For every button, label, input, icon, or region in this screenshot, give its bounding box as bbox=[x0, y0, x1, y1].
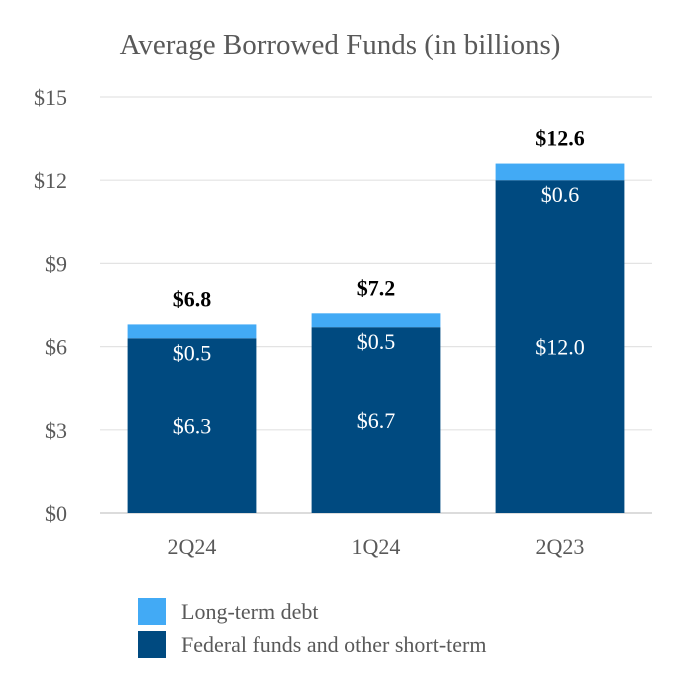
y-axis-tick-labels: $0 $3 $6 $9 $12 $15 bbox=[34, 85, 67, 526]
y-tick-label: $6 bbox=[45, 335, 67, 360]
data-label-long-term: $0.5 bbox=[173, 340, 212, 365]
y-tick-label: $9 bbox=[45, 251, 67, 276]
total-label: $6.8 bbox=[173, 286, 212, 311]
y-tick-label: $15 bbox=[34, 85, 67, 110]
x-tick-label: 2Q24 bbox=[168, 534, 217, 559]
legend: Long-term debt Federal funds and other sh… bbox=[138, 598, 486, 658]
bar-long-term bbox=[495, 163, 625, 181]
x-tick-label: 1Q24 bbox=[352, 534, 401, 559]
legend-label: Federal funds and other short-term bbox=[181, 632, 486, 657]
bar-short-term bbox=[311, 327, 441, 513]
bars: $6.3 $0.5 $6.8 $6.7 $0.5 $7.2 $12.0 $0.6 $12.6 bbox=[127, 126, 625, 513]
bar-short-term bbox=[127, 338, 257, 513]
legend-swatch bbox=[138, 631, 166, 658]
y-tick-label: $0 bbox=[45, 501, 67, 526]
bar-long-term bbox=[311, 313, 441, 328]
legend-swatch bbox=[138, 598, 166, 625]
y-tick-label: $12 bbox=[34, 168, 67, 193]
chart-title: Average Borrowed Funds (in billions) bbox=[120, 29, 561, 61]
total-label: $7.2 bbox=[357, 275, 396, 300]
x-tick-label: 2Q23 bbox=[536, 534, 585, 559]
data-label-short-term: $6.7 bbox=[357, 408, 396, 433]
total-label: $12.6 bbox=[535, 126, 585, 151]
x-axis-tick-labels: 2Q24 1Q24 2Q23 bbox=[168, 534, 585, 559]
data-label-short-term: $12.0 bbox=[535, 335, 585, 360]
data-label-long-term: $0.5 bbox=[357, 329, 396, 354]
bar-long-term bbox=[127, 324, 257, 339]
legend-label: Long-term debt bbox=[181, 599, 318, 624]
y-tick-label: $3 bbox=[45, 418, 67, 443]
data-label-short-term: $6.3 bbox=[173, 414, 212, 439]
data-label-long-term: $0.6 bbox=[541, 182, 580, 207]
bar-short-term bbox=[495, 180, 625, 513]
